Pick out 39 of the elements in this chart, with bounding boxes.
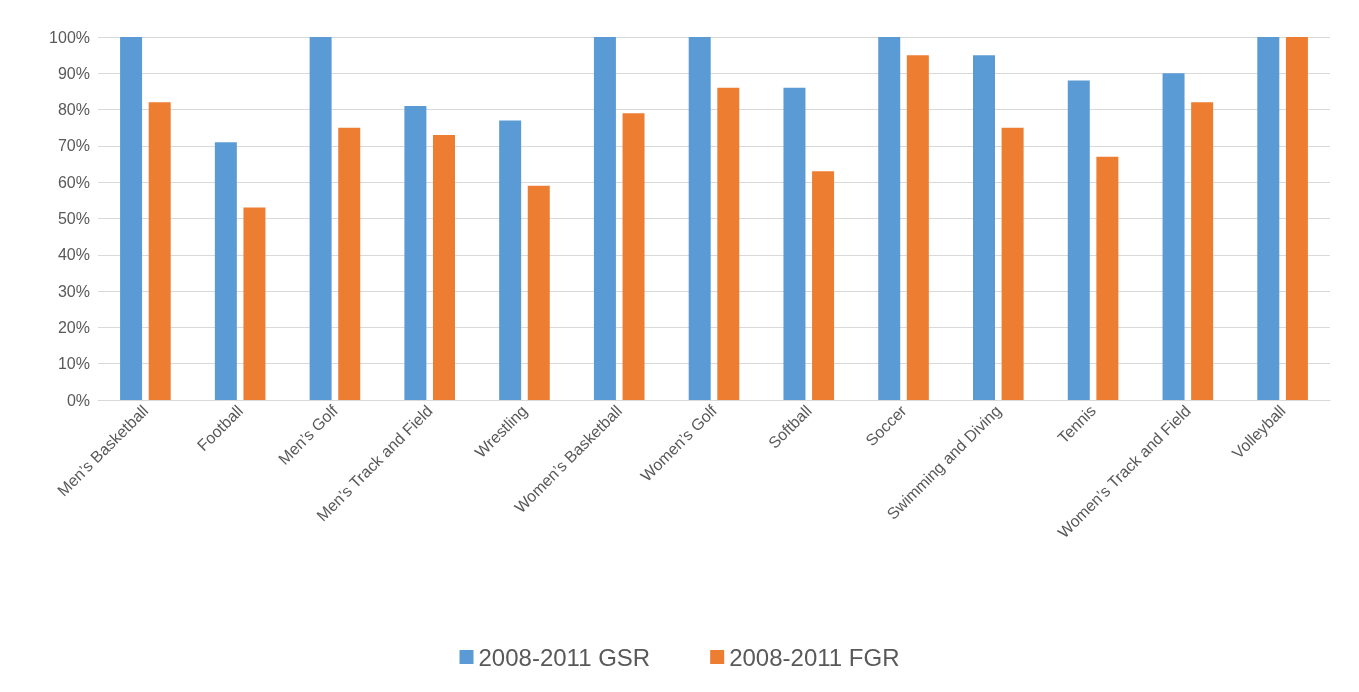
y-tick-label: 50% xyxy=(57,210,90,227)
legend-label: 2008-2011 FGR xyxy=(729,643,900,671)
y-tick-label: 70% xyxy=(57,137,90,155)
bar xyxy=(1285,37,1308,400)
y-tick-label: 90% xyxy=(57,64,90,82)
bar xyxy=(1257,37,1280,400)
y-tick-label: 100% xyxy=(49,28,90,46)
bar xyxy=(1191,102,1214,400)
bar xyxy=(812,171,835,400)
bar xyxy=(1001,127,1024,400)
bar xyxy=(593,37,616,400)
legend-label: 2008-2011 GSR xyxy=(478,643,651,671)
bar xyxy=(1096,156,1119,400)
bar xyxy=(1162,73,1185,400)
bar xyxy=(783,87,806,400)
y-tick-label: 80% xyxy=(57,101,90,119)
bar xyxy=(973,55,996,400)
bar xyxy=(527,185,550,400)
bar xyxy=(717,87,740,400)
bar xyxy=(688,37,711,400)
bar xyxy=(309,37,332,400)
bar xyxy=(404,105,427,400)
y-tick-label: 20% xyxy=(57,318,90,336)
bar xyxy=(338,127,361,400)
bar xyxy=(1067,80,1090,400)
bar xyxy=(243,207,266,400)
y-tick-label: 60% xyxy=(57,173,90,191)
bar xyxy=(432,135,455,400)
bar xyxy=(214,142,237,400)
bar xyxy=(906,55,929,400)
bar xyxy=(499,120,522,400)
bar xyxy=(878,37,901,400)
bar xyxy=(622,113,645,400)
bar xyxy=(148,102,171,400)
y-tick-label: 10% xyxy=(57,355,90,373)
bar xyxy=(120,37,143,400)
y-tick-label: 40% xyxy=(57,246,90,264)
y-tick-label: 0% xyxy=(66,391,90,409)
y-tick-label: 30% xyxy=(57,282,90,300)
